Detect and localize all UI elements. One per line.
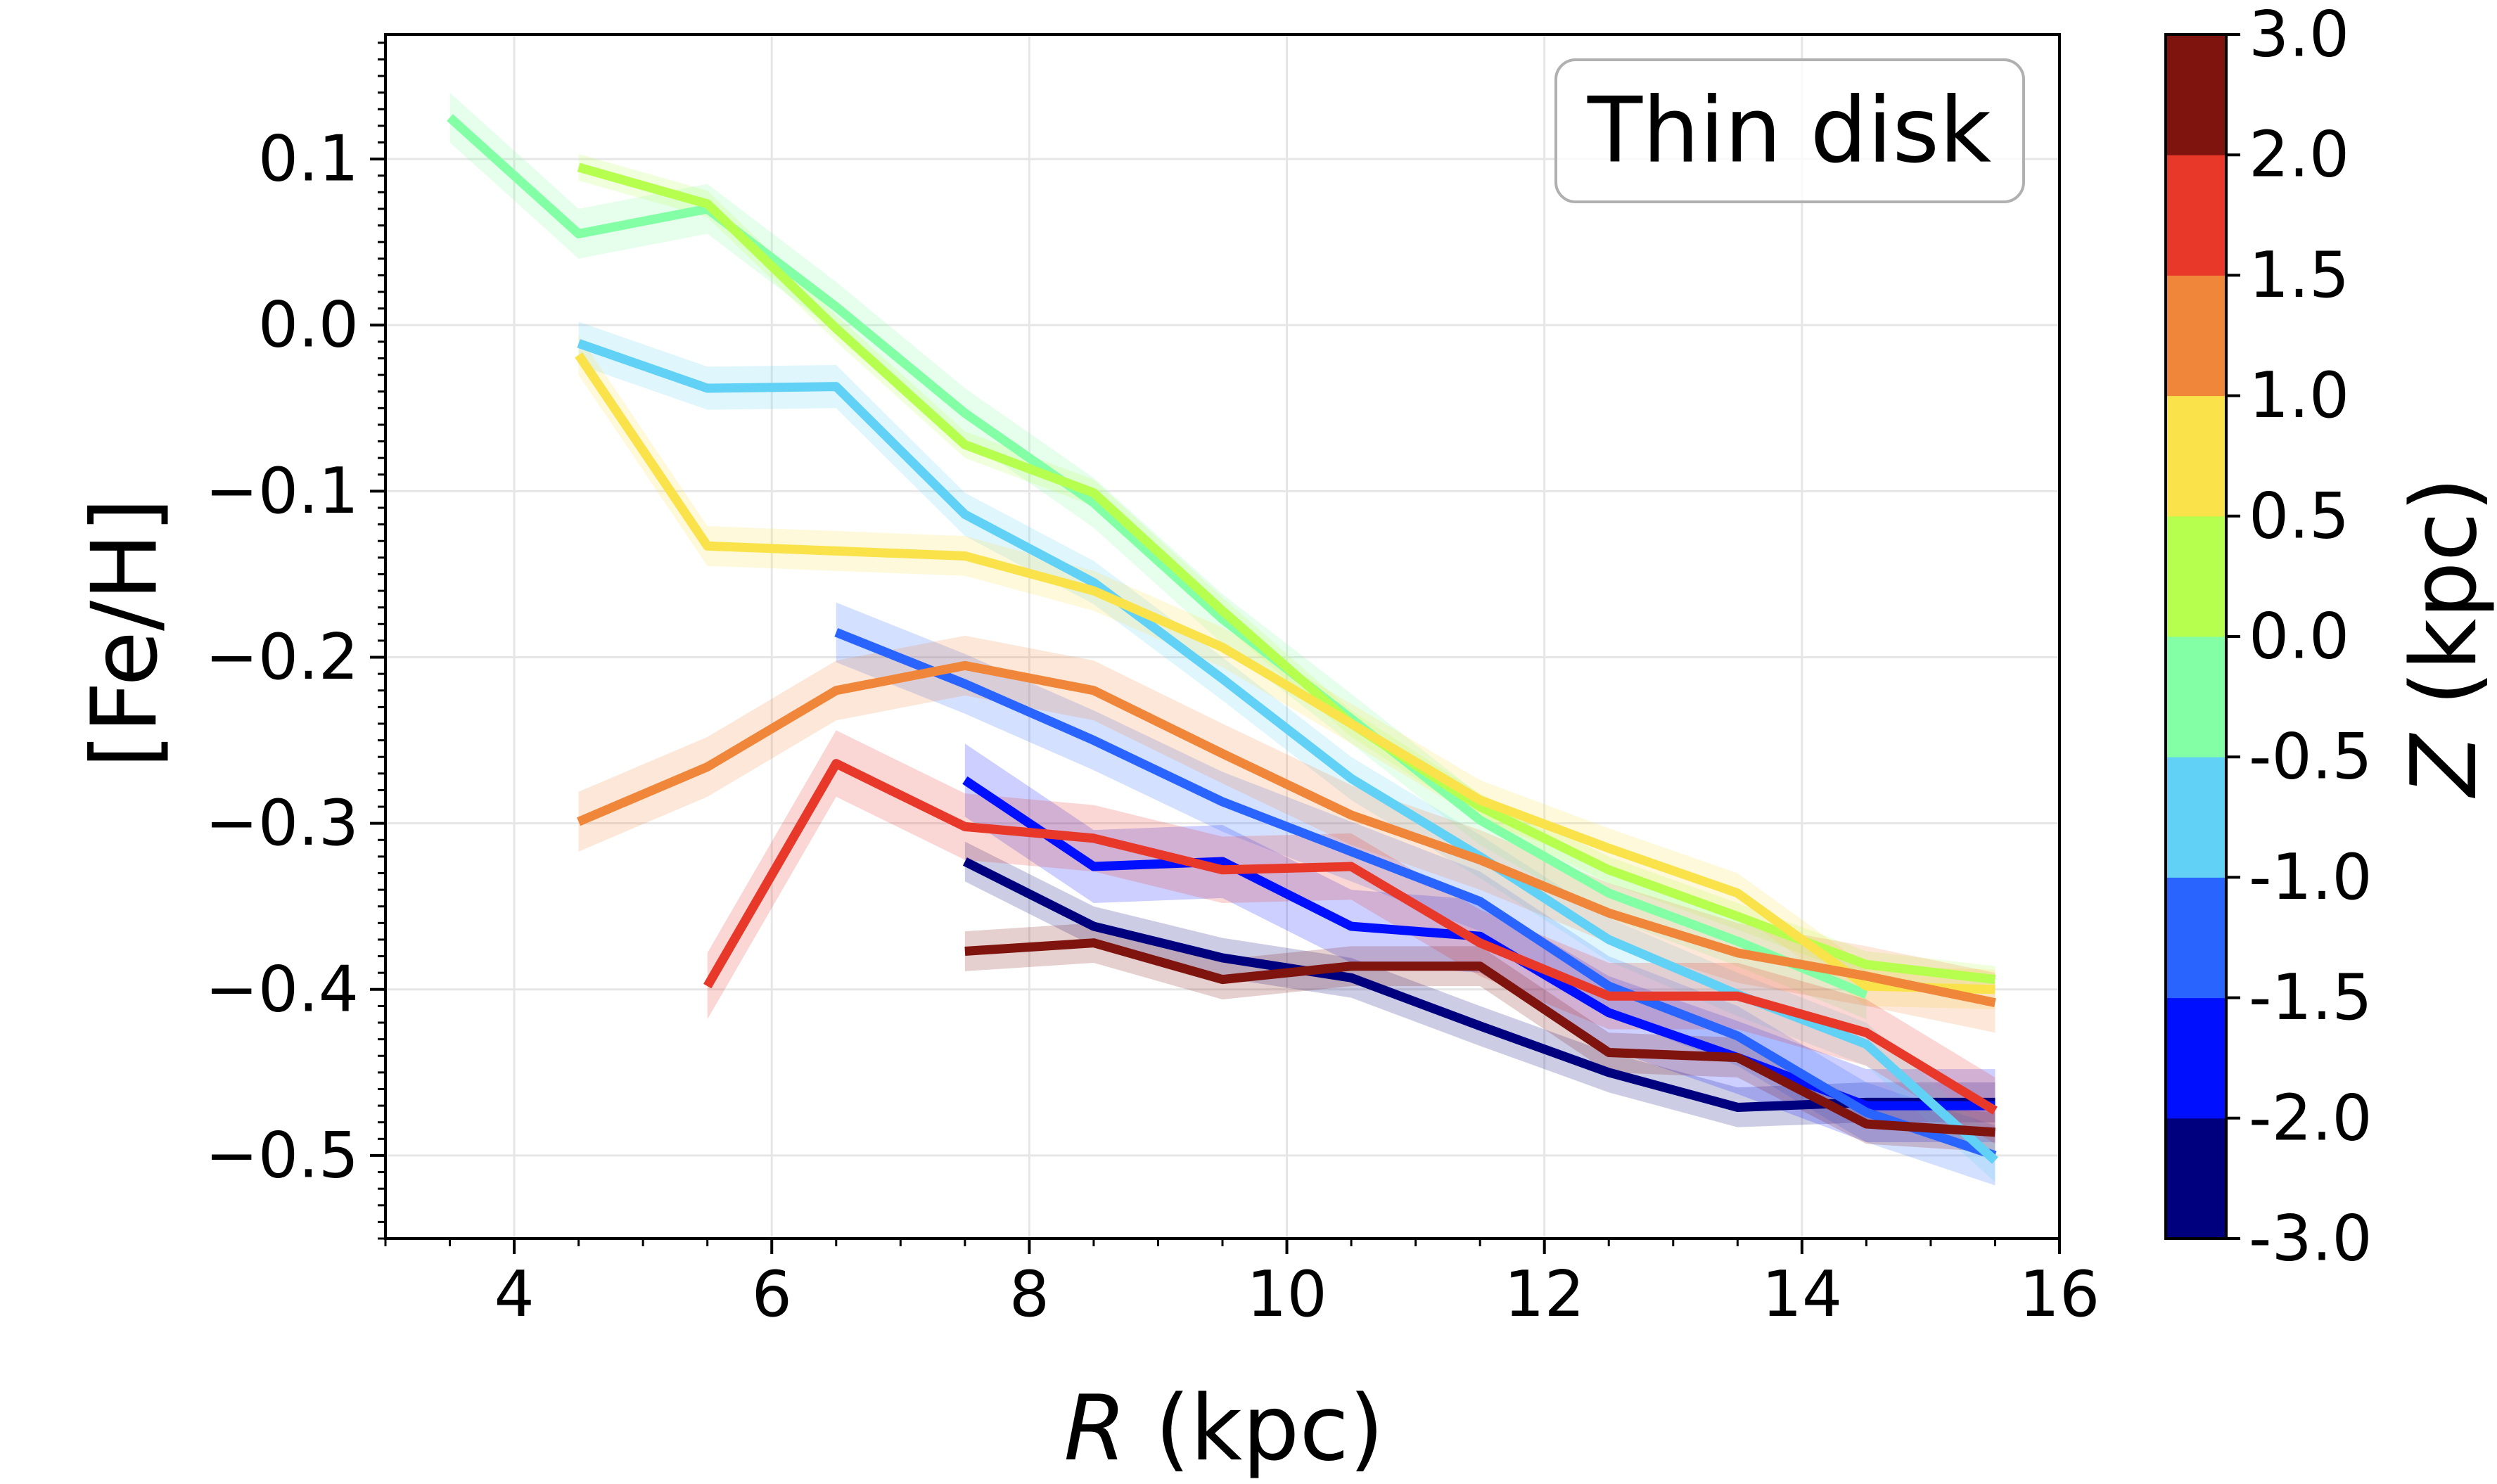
colorbar-tick-label: -2.0 [2249,1081,2373,1155]
colorbar-tick-label: -1.0 [2249,840,2373,914]
colorbar-tick-label: 0.5 [2249,479,2349,553]
y-tick-label: −0.4 [205,952,359,1026]
colorbar-tick-label: 0.0 [2249,600,2349,674]
x-axis-label: R (kpc) [1064,1376,1384,1481]
y-tick-label: −0.3 [205,786,359,860]
colorbar-bin-7 [2166,275,2226,397]
colorbar-tick-label: 1.0 [2249,359,2349,433]
error-bands [449,92,1995,1186]
error-band-3 [578,321,1995,1182]
series-line-9 [964,938,1995,1137]
colorbar-bin-1 [2166,997,2226,1119]
series-line-6 [575,352,1995,994]
y-tick-label: 0.0 [258,288,359,362]
series-line-8 [703,759,1998,1115]
error-band-7 [578,635,1995,1033]
series-line-2 [834,628,1997,1160]
series-line-7 [577,660,1996,1008]
series-line-4 [447,114,1868,999]
colorbar-bin-3 [2166,757,2226,878]
colorbar-label-unit: (kpc) [2392,477,2497,734]
x-axis-label-unit: (kpc) [1126,1376,1384,1481]
x-axis-label-var: R [1064,1376,1126,1481]
colorbar-bin-0 [2166,1118,2226,1239]
x-tick-label: 14 [1762,1258,1843,1331]
error-band-2 [836,602,1995,1186]
y-tick-label: −0.2 [205,620,359,694]
x-tick-label: 6 [752,1258,792,1331]
grid-lines [385,34,2061,1239]
y-axis: 0.1 0.0 −0.1 −0.2 −0.3 −0.4 −0.5 [205,41,385,1240]
annotation-text: Thin disk [1587,79,1991,184]
colorbar-bin-9 [2166,34,2226,155]
colorbar-tick-label: -1.5 [2249,961,2373,1035]
colorbar [2166,34,2226,1239]
x-tick-label: 10 [1246,1258,1327,1331]
colorbar-label-var: Z [2392,733,2497,798]
colorbar-ticks: -3.0 -2.0 -1.5 -1.0 -0.5 0.0 0.5 1.0 1.5 2.0 3.0 [2226,0,2373,1276]
y-tick-label: 0.1 [258,122,359,196]
colorbar-tick-label: 1.5 [2249,238,2349,312]
x-tick-label: 12 [1504,1258,1585,1331]
y-tick-label: −0.1 [205,454,359,528]
colorbar-bin-6 [2166,395,2226,517]
colorbar-bin-2 [2166,877,2226,999]
colorbar-label: Z (kpc) [2392,477,2497,798]
colorbar-tick-label: 3.0 [2249,0,2349,72]
x-tick-label: 8 [1009,1258,1049,1331]
colorbar-tick-label: -3.0 [2249,1202,2373,1276]
series-line-5 [577,162,1996,985]
x-axis: 4 6 8 10 12 14 16 [384,1239,2100,1331]
series-lines [447,114,1998,1164]
colorbar-bin-8 [2166,155,2226,276]
y-axis-label: [Fe/H] [73,498,178,769]
x-tick-label: 16 [2019,1258,2100,1331]
x-tick-label: 4 [494,1258,534,1331]
colorbar-tick-label: -0.5 [2249,720,2373,794]
annotation-box: Thin disk [1554,58,2025,203]
colorbar-bin-5 [2166,516,2226,637]
y-tick-label: −0.5 [205,1118,359,1192]
colorbar-tick-label: 2.0 [2249,118,2349,192]
colorbar-bin-4 [2166,637,2226,757]
